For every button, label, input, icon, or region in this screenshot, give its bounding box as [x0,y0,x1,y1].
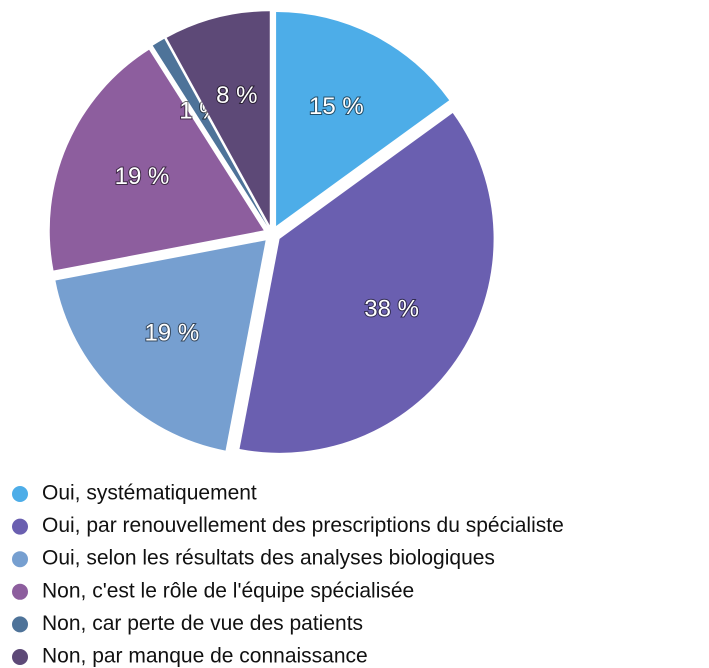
legend-label: Non, c'est le rôle de l'équipe spécialis… [42,579,414,602]
pie-slice [166,11,270,226]
pie-slice [239,113,494,453]
slice-label: 19 % [144,320,199,347]
legend-label: Oui, par renouvellement des prescription… [42,514,564,537]
slice-label: 19 % [115,163,170,190]
legend-label: Oui, systématiquement [42,482,257,505]
pie-slice [152,38,268,227]
slice-label: 38 % [364,295,419,322]
legend-label: Non, car perte de vue des patients [42,612,363,635]
slice-label: 8 % [216,82,257,109]
legend-marker [12,551,28,568]
pie-slice [49,49,264,271]
legend-marker [12,583,28,600]
slice-label: 15 % [309,93,364,120]
legend-label: Non, par manque de connaissance [42,645,368,668]
pie-slice [276,11,450,226]
legend-marker [12,649,28,665]
pie-slice [55,240,266,451]
legend-label: Oui, selon les résultats des analyses bi… [42,547,495,570]
legend-marker [12,518,28,535]
legend-marker [12,486,28,502]
legend-marker [12,616,28,633]
